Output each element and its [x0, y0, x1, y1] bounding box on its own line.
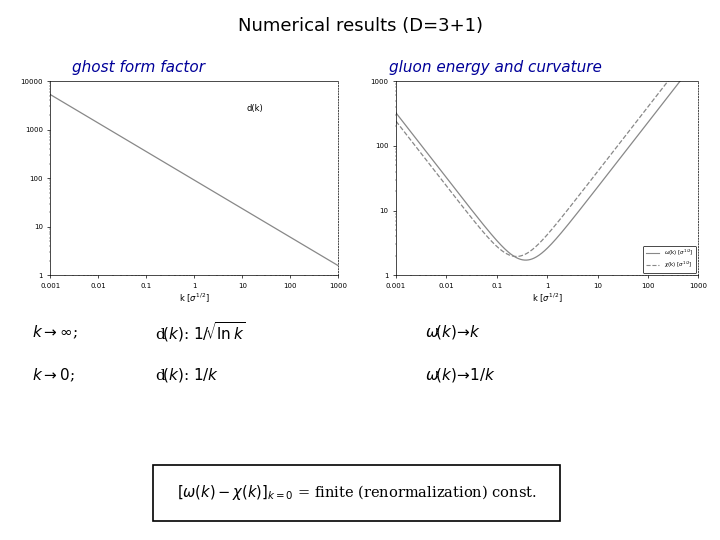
Text: $\left[\omega(k)-\chi(k)\right]_{k=0}$ = finite (renormalization) const.: $\left[\omega(k)-\chi(k)\right]_{k=0}$ =… [176, 483, 536, 502]
Text: d(k): d(k) [246, 104, 263, 113]
Text: ghost form factor: ghost form factor [72, 60, 205, 75]
Text: $k\rightarrow 0$;: $k\rightarrow 0$; [32, 367, 76, 384]
Text: d$\!\left(k\right)$: $1/k$: d$\!\left(k\right)$: $1/k$ [155, 366, 219, 384]
Text: $k\rightarrow\infty$;: $k\rightarrow\infty$; [32, 323, 78, 341]
Text: d$\!\left(k\right)$: $1/\!\sqrt{\ln k}$: d$\!\left(k\right)$: $1/\!\sqrt{\ln k}$ [155, 320, 246, 344]
Text: Numerical results (D=3+1): Numerical results (D=3+1) [238, 17, 482, 36]
X-axis label: k [$\sigma^{1/2}$]: k [$\sigma^{1/2}$] [532, 292, 562, 305]
Text: gluon energy and curvature: gluon energy and curvature [389, 60, 602, 75]
Legend: $\omega$(k) [$\sigma^{1/2}$], $\chi$(k) [$\sigma^{1/2}$]: $\omega$(k) [$\sigma^{1/2}$], $\chi$(k) … [644, 246, 696, 273]
Text: $\omega\!\left(k\right)\!\rightarrow\! k$: $\omega\!\left(k\right)\!\rightarrow\! k… [425, 323, 481, 341]
X-axis label: k [$\sigma^{1/2}$]: k [$\sigma^{1/2}$] [179, 292, 210, 305]
Text: $\omega\!\left(k\right)\!\rightarrow\! 1/k$: $\omega\!\left(k\right)\!\rightarrow\! 1… [425, 366, 496, 384]
